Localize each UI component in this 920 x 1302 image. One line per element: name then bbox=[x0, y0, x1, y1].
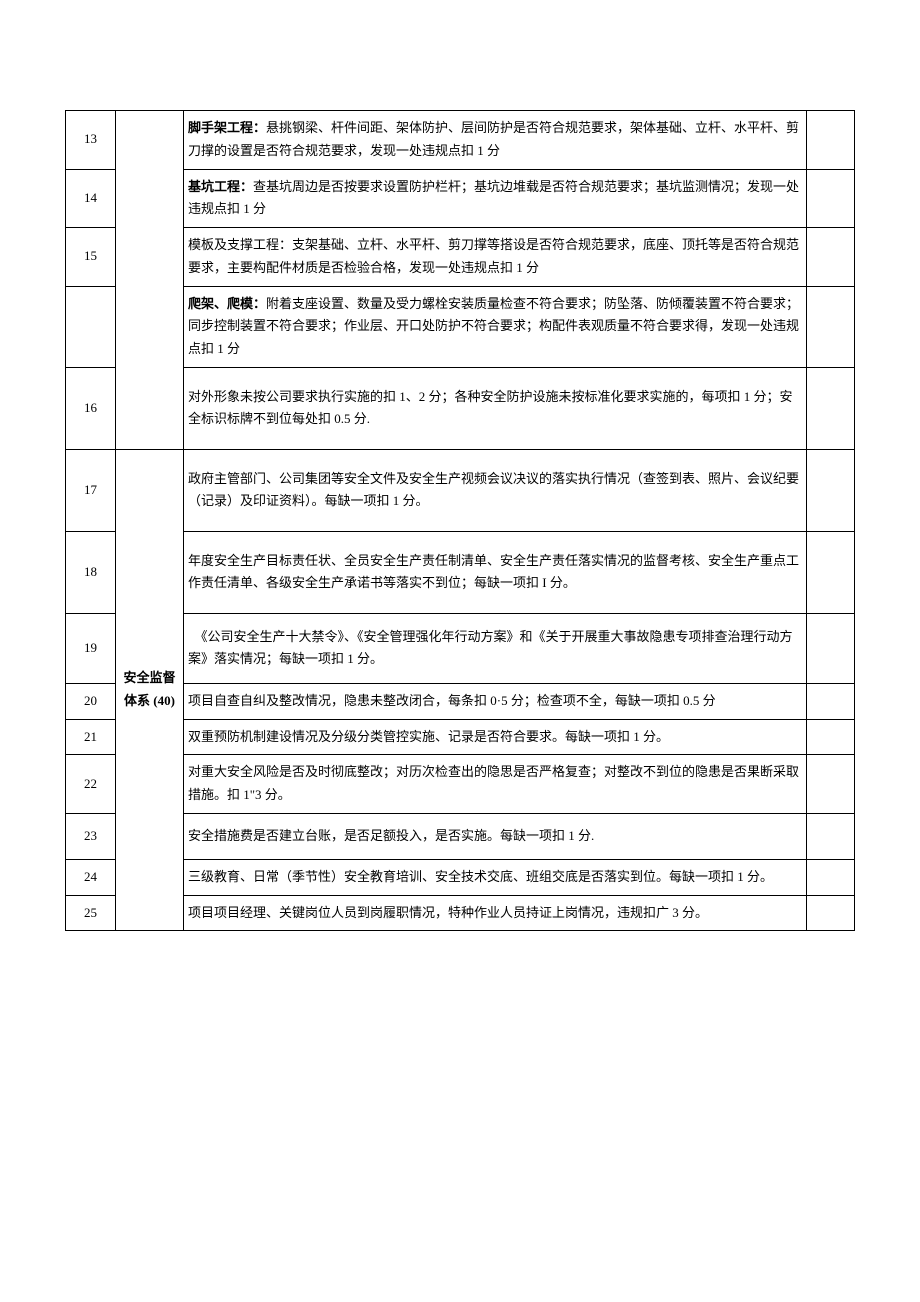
row-remark bbox=[807, 111, 855, 170]
row-remark bbox=[807, 613, 855, 683]
row-number: 20 bbox=[66, 683, 116, 719]
table-row: 19 《公司安全生产十大禁令》、《安全管理强化年行动方案》和《关于开展重大事故隐… bbox=[66, 613, 855, 683]
row-remark bbox=[807, 895, 855, 931]
row-remark bbox=[807, 719, 855, 755]
desc-prefix: 基坑工程： bbox=[188, 179, 253, 194]
row-number: 15 bbox=[66, 228, 116, 287]
desc-prefix: 爬架、爬模： bbox=[188, 296, 266, 311]
desc-text: 悬挑钢梁、杆件间距、架体防护、层间防护是否符合规范要求，架体基础、立杆、水平杆、… bbox=[188, 120, 799, 158]
row-description: 项目自查自纠及整改情况，隐患未整改闭合，每条扣 0·5 分；检查项不全，每缺一项… bbox=[184, 683, 807, 719]
row-number: 17 bbox=[66, 449, 116, 531]
table-row: 24 三级教育、日常（季节性）安全教育培训、安全技术交底、班组交底是否落实到位。… bbox=[66, 859, 855, 895]
row-remark bbox=[807, 531, 855, 613]
row-number: 16 bbox=[66, 367, 116, 449]
row-number: 13 bbox=[66, 111, 116, 170]
table-row: 14 基坑工程：查基坑周边是否按要求设置防护栏杆；基坑边堆载是否符合规范要求；基… bbox=[66, 169, 855, 228]
row-description: 安全措施费是否建立台账，是否足额投入，是否实施。每缺一项扣 1 分. bbox=[184, 813, 807, 859]
desc-prefix: 脚手架工程： bbox=[188, 120, 266, 135]
row-remark bbox=[807, 813, 855, 859]
row-number: 24 bbox=[66, 859, 116, 895]
row-description: 双重预防机制建设情况及分级分类管控实施、记录是否符合要求。每缺一项扣 1 分。 bbox=[184, 719, 807, 755]
table-row: 20 项目自查自纠及整改情况，隐患未整改闭合，每条扣 0·5 分；检查项不全，每… bbox=[66, 683, 855, 719]
row-number: 21 bbox=[66, 719, 116, 755]
row-number: 25 bbox=[66, 895, 116, 931]
row-description: 项目项目经理、关键岗位人员到岗履职情况，特种作业人员持证上岗情况，违规扣广 3 … bbox=[184, 895, 807, 931]
row-description: 对重大安全风险是否及时彻底整改；对历次检查出的隐思是否严格复查；对整改不到位的隐… bbox=[184, 755, 807, 814]
row-remark bbox=[807, 449, 855, 531]
category-cell-empty bbox=[116, 111, 184, 450]
row-remark bbox=[807, 683, 855, 719]
table-row: 18 年度安全生产目标责任状、全员安全生产责任制清单、安全生产责任落实情况的监督… bbox=[66, 531, 855, 613]
row-number: 18 bbox=[66, 531, 116, 613]
table-row: 爬架、爬模：附着支座设置、数量及受力螺栓安装质量检查不符合要求；防坠落、防倾覆装… bbox=[66, 286, 855, 367]
row-description: 模板及支撑工程：支架基础、立杆、水平杆、剪刀撑等搭设是否符合规范要求，底座、顶托… bbox=[184, 228, 807, 287]
category-cell: 安全监督体系 (40) bbox=[116, 449, 184, 931]
row-number: 19 bbox=[66, 613, 116, 683]
row-remark bbox=[807, 859, 855, 895]
row-remark bbox=[807, 228, 855, 287]
row-number: 14 bbox=[66, 169, 116, 228]
row-remark bbox=[807, 755, 855, 814]
row-description: 基坑工程：查基坑周边是否按要求设置防护栏杆；基坑边堆载是否符合规范要求；基坑监测… bbox=[184, 169, 807, 228]
row-remark bbox=[807, 169, 855, 228]
table-row: 23 安全措施费是否建立台账，是否足额投入，是否实施。每缺一项扣 1 分. bbox=[66, 813, 855, 859]
row-number: 23 bbox=[66, 813, 116, 859]
row-description: 《公司安全生产十大禁令》、《安全管理强化年行动方案》和《关于开展重大事故隐患专项… bbox=[184, 613, 807, 683]
table-row: 13 脚手架工程：悬挑钢梁、杆件间距、架体防护、层间防护是否符合规范要求，架体基… bbox=[66, 111, 855, 170]
row-remark bbox=[807, 286, 855, 367]
row-number bbox=[66, 286, 116, 367]
desc-text: 附着支座设置、数量及受力螺栓安装质量检查不符合要求；防坠落、防倾覆装置不符合要求… bbox=[188, 296, 799, 357]
row-description: 政府主管部门、公司集团等安全文件及安全生产视频会议决议的落实执行情况（查签到表、… bbox=[184, 449, 807, 531]
table-row: 15 模板及支撑工程：支架基础、立杆、水平杆、剪刀撑等搭设是否符合规范要求，底座… bbox=[66, 228, 855, 287]
row-description: 年度安全生产目标责任状、全员安全生产责任制清单、安全生产责任落实情况的监督考核、… bbox=[184, 531, 807, 613]
table-row: 16 对外形象未按公司要求执行实施的扣 1、2 分；各种安全防护设施未按标准化要… bbox=[66, 367, 855, 449]
row-remark bbox=[807, 367, 855, 449]
table-row: 17 安全监督体系 (40) 政府主管部门、公司集团等安全文件及安全生产视频会议… bbox=[66, 449, 855, 531]
desc-text: 查基坑周边是否按要求设置防护栏杆；基坑边堆载是否符合规范要求；基坑监测情况；发现… bbox=[188, 179, 799, 217]
row-description: 脚手架工程：悬挑钢梁、杆件间距、架体防护、层间防护是否符合规范要求，架体基础、立… bbox=[184, 111, 807, 170]
table-row: 22 对重大安全风险是否及时彻底整改；对历次检查出的隐思是否严格复查；对整改不到… bbox=[66, 755, 855, 814]
table-row: 21 双重预防机制建设情况及分级分类管控实施、记录是否符合要求。每缺一项扣 1 … bbox=[66, 719, 855, 755]
table-row: 25 项目项目经理、关键岗位人员到岗履职情况，特种作业人员持证上岗情况，违规扣广… bbox=[66, 895, 855, 931]
row-description: 三级教育、日常（季节性）安全教育培训、安全技术交底、班组交底是否落实到位。每缺一… bbox=[184, 859, 807, 895]
inspection-table: 13 脚手架工程：悬挑钢梁、杆件间距、架体防护、层间防护是否符合规范要求，架体基… bbox=[65, 110, 855, 931]
row-description: 爬架、爬模：附着支座设置、数量及受力螺栓安装质量检查不符合要求；防坠落、防倾覆装… bbox=[184, 286, 807, 367]
row-description: 对外形象未按公司要求执行实施的扣 1、2 分；各种安全防护设施未按标准化要求实施… bbox=[184, 367, 807, 449]
row-number: 22 bbox=[66, 755, 116, 814]
